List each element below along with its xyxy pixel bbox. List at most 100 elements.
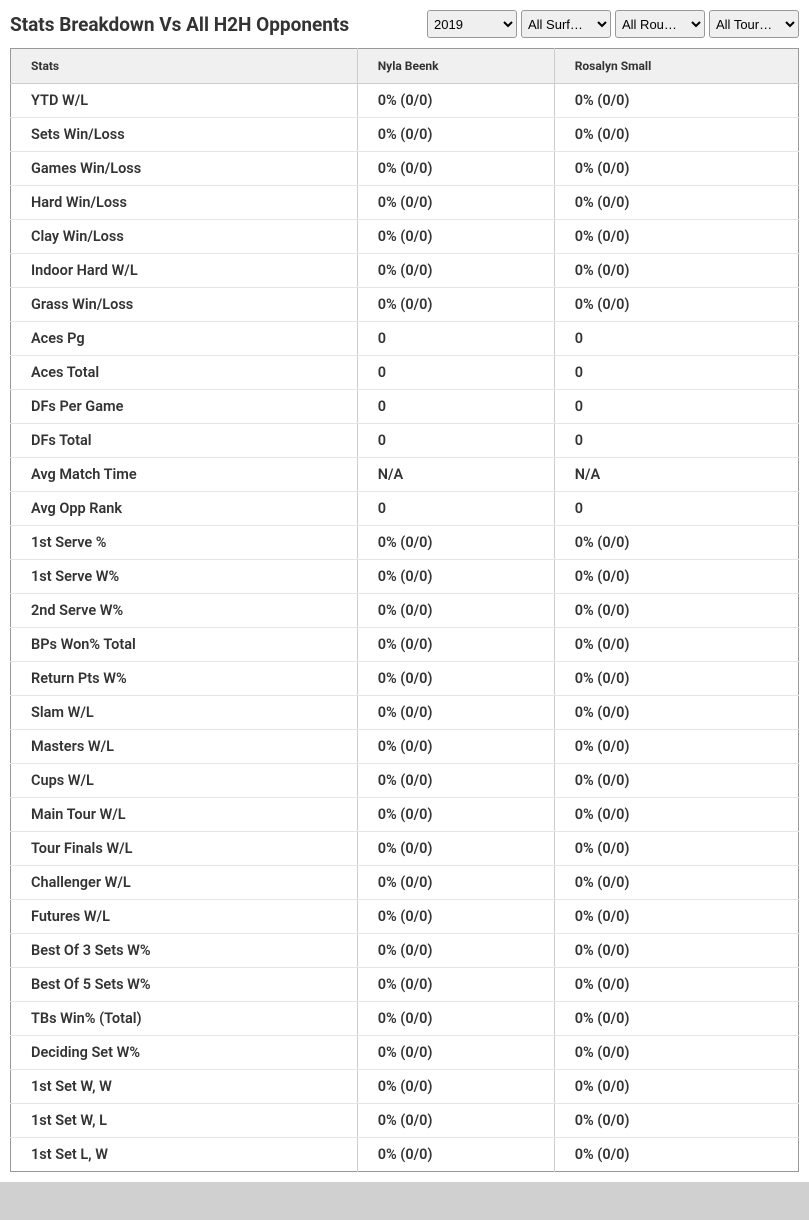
stat-label: 1st Set W, L bbox=[11, 1104, 358, 1138]
stat-label: Tour Finals W/L bbox=[11, 832, 358, 866]
stat-value: 0% (0/0) bbox=[357, 288, 554, 322]
table-row: Sets Win/Loss0% (0/0)0% (0/0) bbox=[11, 118, 799, 152]
header: Stats Breakdown Vs All H2H Opponents 201… bbox=[0, 0, 809, 48]
round-select[interactable]: All Rou… bbox=[615, 10, 705, 38]
table-row: Slam W/L0% (0/0)0% (0/0) bbox=[11, 696, 799, 730]
table-row: Main Tour W/L0% (0/0)0% (0/0) bbox=[11, 798, 799, 832]
stat-value: 0% (0/0) bbox=[357, 594, 554, 628]
table-row: 1st Serve %0% (0/0)0% (0/0) bbox=[11, 526, 799, 560]
stat-label: Challenger W/L bbox=[11, 866, 358, 900]
stat-label: 1st Set L, W bbox=[11, 1138, 358, 1172]
stat-value: 0% (0/0) bbox=[554, 730, 798, 764]
table-row: Grass Win/Loss0% (0/0)0% (0/0) bbox=[11, 288, 799, 322]
year-select[interactable]: 2019 bbox=[427, 10, 517, 38]
stat-value: 0 bbox=[554, 492, 798, 526]
table-row: Deciding Set W%0% (0/0)0% (0/0) bbox=[11, 1036, 799, 1070]
stat-value: 0% (0/0) bbox=[554, 764, 798, 798]
stats-container: Stats Breakdown Vs All H2H Opponents 201… bbox=[0, 0, 809, 1182]
stat-value: 0 bbox=[357, 356, 554, 390]
stat-label: Sets Win/Loss bbox=[11, 118, 358, 152]
stat-value: 0% (0/0) bbox=[357, 900, 554, 934]
stat-value: 0% (0/0) bbox=[357, 84, 554, 118]
stat-value: 0% (0/0) bbox=[554, 1104, 798, 1138]
stat-label: Slam W/L bbox=[11, 696, 358, 730]
table-row: Avg Opp Rank00 bbox=[11, 492, 799, 526]
table-row: Aces Pg00 bbox=[11, 322, 799, 356]
col-player2: Rosalyn Small bbox=[554, 49, 798, 84]
stat-value: 0% (0/0) bbox=[357, 798, 554, 832]
stat-label: TBs Win% (Total) bbox=[11, 1002, 358, 1036]
stat-value: 0% (0/0) bbox=[554, 288, 798, 322]
stat-label: BPs Won% Total bbox=[11, 628, 358, 662]
stat-value: 0% (0/0) bbox=[357, 118, 554, 152]
stat-value: 0% (0/0) bbox=[554, 662, 798, 696]
stat-value: 0 bbox=[357, 492, 554, 526]
stat-value: 0% (0/0) bbox=[357, 254, 554, 288]
table-row: Cups W/L0% (0/0)0% (0/0) bbox=[11, 764, 799, 798]
table-row: Aces Total00 bbox=[11, 356, 799, 390]
table-row: 1st Set L, W0% (0/0)0% (0/0) bbox=[11, 1138, 799, 1172]
stat-value: 0% (0/0) bbox=[554, 526, 798, 560]
stat-label: Games Win/Loss bbox=[11, 152, 358, 186]
stat-label: Avg Opp Rank bbox=[11, 492, 358, 526]
stat-value: 0% (0/0) bbox=[357, 934, 554, 968]
table-row: Indoor Hard W/L0% (0/0)0% (0/0) bbox=[11, 254, 799, 288]
table-row: DFs Total00 bbox=[11, 424, 799, 458]
surface-select[interactable]: All Surf… bbox=[521, 10, 611, 38]
stat-value: 0% (0/0) bbox=[357, 730, 554, 764]
table-row: Best Of 5 Sets W%0% (0/0)0% (0/0) bbox=[11, 968, 799, 1002]
stat-value: 0% (0/0) bbox=[357, 1104, 554, 1138]
stat-label: Avg Match Time bbox=[11, 458, 358, 492]
table-row: 2nd Serve W%0% (0/0)0% (0/0) bbox=[11, 594, 799, 628]
table-row: Clay Win/Loss0% (0/0)0% (0/0) bbox=[11, 220, 799, 254]
page-title: Stats Breakdown Vs All H2H Opponents bbox=[10, 13, 349, 36]
stat-value: 0 bbox=[554, 424, 798, 458]
stat-value: 0% (0/0) bbox=[357, 1002, 554, 1036]
stat-value: 0% (0/0) bbox=[554, 832, 798, 866]
stat-value: 0% (0/0) bbox=[357, 866, 554, 900]
table-row: Games Win/Loss0% (0/0)0% (0/0) bbox=[11, 152, 799, 186]
table-header-row: Stats Nyla Beenk Rosalyn Small bbox=[11, 49, 799, 84]
stat-value: 0% (0/0) bbox=[357, 832, 554, 866]
stat-value: 0% (0/0) bbox=[554, 560, 798, 594]
stat-value: 0% (0/0) bbox=[554, 118, 798, 152]
stat-value: 0% (0/0) bbox=[357, 560, 554, 594]
stat-label: Main Tour W/L bbox=[11, 798, 358, 832]
stat-value: 0% (0/0) bbox=[357, 1036, 554, 1070]
stat-value: 0 bbox=[554, 322, 798, 356]
stat-label: 1st Serve % bbox=[11, 526, 358, 560]
stat-label: 1st Set W, W bbox=[11, 1070, 358, 1104]
stat-label: DFs Per Game bbox=[11, 390, 358, 424]
stat-value: 0% (0/0) bbox=[554, 220, 798, 254]
stat-value: 0% (0/0) bbox=[357, 764, 554, 798]
stat-value: 0% (0/0) bbox=[554, 594, 798, 628]
table-row: 1st Set W, W0% (0/0)0% (0/0) bbox=[11, 1070, 799, 1104]
stat-value: 0% (0/0) bbox=[357, 152, 554, 186]
stat-value: 0% (0/0) bbox=[554, 934, 798, 968]
stat-label: Cups W/L bbox=[11, 764, 358, 798]
tournament-select[interactable]: All Tour… bbox=[709, 10, 799, 38]
stat-label: Indoor Hard W/L bbox=[11, 254, 358, 288]
table-row: Masters W/L0% (0/0)0% (0/0) bbox=[11, 730, 799, 764]
stat-value: 0% (0/0) bbox=[357, 186, 554, 220]
stat-value: 0% (0/0) bbox=[357, 1070, 554, 1104]
filter-bar: 2019 All Surf… All Rou… All Tour… bbox=[427, 10, 799, 38]
stat-value: N/A bbox=[357, 458, 554, 492]
stat-label: Hard Win/Loss bbox=[11, 186, 358, 220]
table-row: Hard Win/Loss0% (0/0)0% (0/0) bbox=[11, 186, 799, 220]
stat-value: 0% (0/0) bbox=[357, 526, 554, 560]
col-player1: Nyla Beenk bbox=[357, 49, 554, 84]
stat-label: Best Of 5 Sets W% bbox=[11, 968, 358, 1002]
stat-label: 2nd Serve W% bbox=[11, 594, 358, 628]
table-row: YTD W/L0% (0/0)0% (0/0) bbox=[11, 84, 799, 118]
stat-value: N/A bbox=[554, 458, 798, 492]
stat-label: Return Pts W% bbox=[11, 662, 358, 696]
stat-label: Masters W/L bbox=[11, 730, 358, 764]
stat-value: 0 bbox=[554, 390, 798, 424]
stats-table: Stats Nyla Beenk Rosalyn Small YTD W/L0%… bbox=[10, 48, 799, 1172]
stat-label: YTD W/L bbox=[11, 84, 358, 118]
table-row: Avg Match TimeN/AN/A bbox=[11, 458, 799, 492]
stat-value: 0% (0/0) bbox=[554, 968, 798, 1002]
stat-label: Grass Win/Loss bbox=[11, 288, 358, 322]
stat-value: 0% (0/0) bbox=[554, 900, 798, 934]
